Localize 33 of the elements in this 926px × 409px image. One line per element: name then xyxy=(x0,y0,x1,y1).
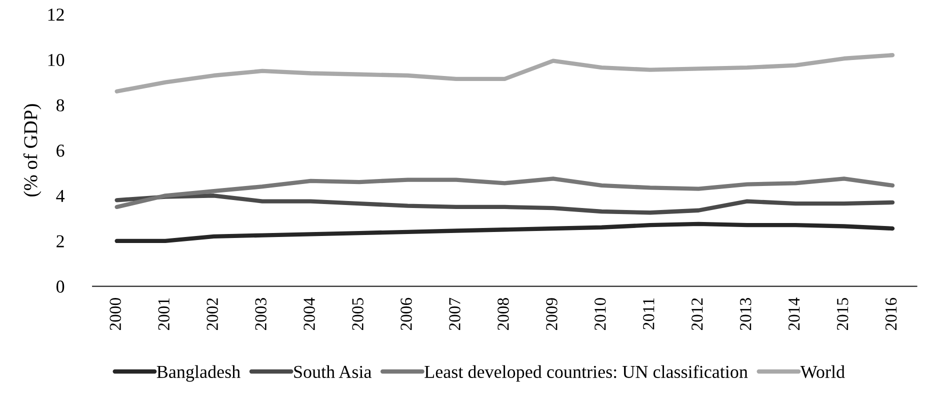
line-series xyxy=(114,222,895,244)
line-series xyxy=(114,176,895,210)
y-tick-label: 4 xyxy=(56,190,65,202)
x-tick-label: 2004 xyxy=(304,298,315,330)
x-tick-label: 2008 xyxy=(498,298,509,330)
x-tick-label: 2007 xyxy=(449,298,460,330)
x-tick-label: 2015 xyxy=(836,298,848,330)
x-tick-label: 2001 xyxy=(158,298,170,330)
legend-label: South Asia xyxy=(294,365,372,378)
y-tick-label: 10 xyxy=(48,54,64,66)
legend-label: Bangladesh xyxy=(156,365,240,382)
y-tick-label: 6 xyxy=(56,144,64,157)
x-tick-label: 2013 xyxy=(740,298,752,330)
x-tick-label: 2000 xyxy=(110,298,122,330)
legend-label: Least developed countries: UN classification xyxy=(424,365,748,382)
x-tick-label: 2003 xyxy=(255,298,266,330)
x-tick-label: 2010 xyxy=(594,298,606,330)
y-axis-title: (% of GDP) xyxy=(23,104,42,196)
x-tick-label: 2012 xyxy=(692,298,703,330)
y-tick-label: 8 xyxy=(56,99,64,112)
x-tick-label: 2005 xyxy=(352,298,364,330)
x-tick-label: 2006 xyxy=(400,298,412,330)
x-tick-label: 2009 xyxy=(546,298,558,330)
y-tick-label: 2 xyxy=(56,235,64,248)
line-series xyxy=(114,194,895,215)
line-series xyxy=(114,53,895,94)
x-tick-label: 2002 xyxy=(206,298,218,330)
y-tick-label: 12 xyxy=(48,8,64,21)
x-tick-label: 2016 xyxy=(885,298,897,330)
y-tick-label: 0 xyxy=(56,280,64,293)
x-tick-label: 2011 xyxy=(643,298,654,330)
x-tick-label: 2014 xyxy=(788,298,800,330)
legend-label: World xyxy=(800,365,845,378)
